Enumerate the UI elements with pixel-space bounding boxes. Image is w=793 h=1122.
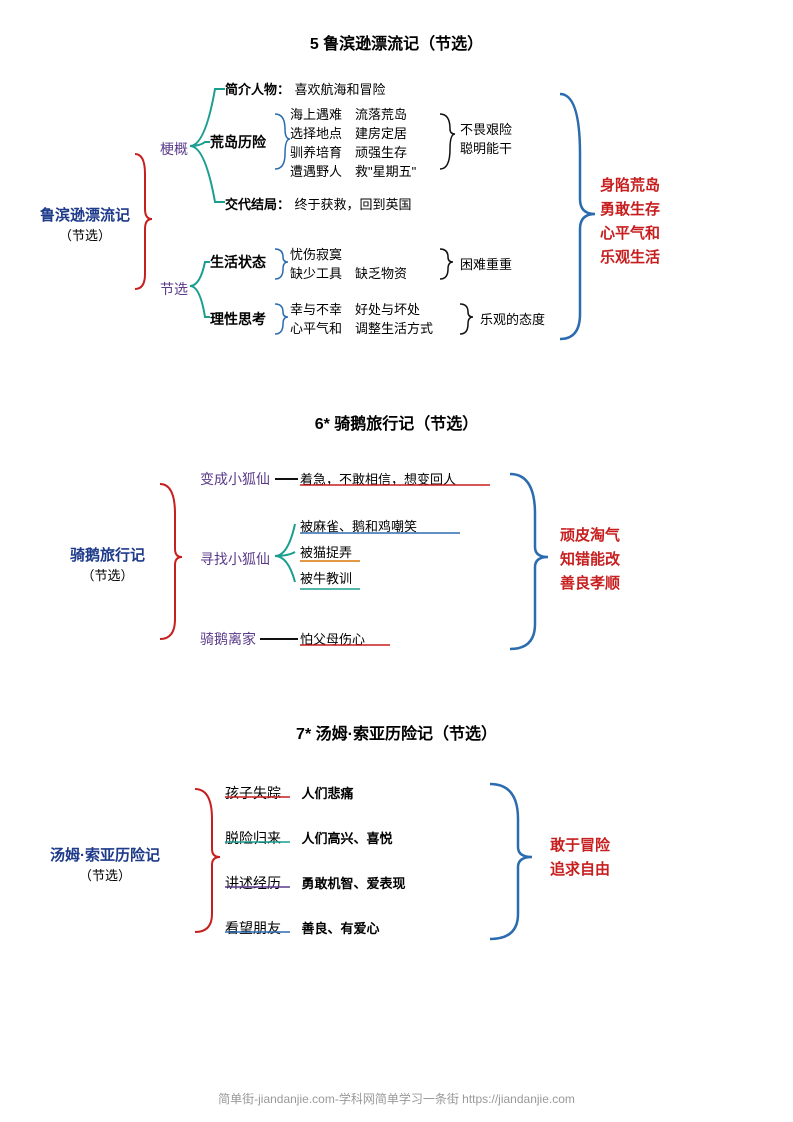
sec2-root: 骑鹅旅行记 （节选）	[70, 544, 145, 584]
sec2-summary: 顽皮淘气 知错能改 善良孝顺	[560, 524, 620, 596]
sec1-life-label: 生活状态	[210, 252, 266, 272]
sec2-b2-label: 寻找小狐仙	[200, 549, 270, 569]
sec1-island-aside: 不畏艰险 聪明能干	[460, 119, 512, 157]
sec1-life-aside: 困难重重	[460, 254, 512, 273]
section1-title: 5 鲁滨逊漂流记（节选）	[40, 30, 753, 54]
sec1-summary: 身陷荒岛 勇敢生存 心平气和 乐观生活	[600, 174, 660, 270]
sec1-ending: 交代结局： 终于获救，回到英国	[225, 194, 411, 214]
sec2-b1-text: 着急，不敢相信，想变回人	[300, 469, 456, 488]
sec1-island-grid: 海上遇难 流落荒岛 选择地点 建房定居 驯养培育 顽强生存 遭遇野人 救"星期五…	[290, 104, 416, 180]
sec2-b3-text: 怕父母伤心	[300, 629, 365, 648]
sec1-l1-excerpt: 节选	[160, 279, 188, 299]
sec2-b2-items: 被麻雀、鹅和鸡嘲笑 被猫捉弄 被牛教训	[300, 514, 417, 592]
sec3-summary: 敢于冒险 追求自由	[550, 834, 610, 882]
section-goose: 6* 骑鹅旅行记（节选） 骑鹅旅行记 （节选） 变成小狐仙 着急，不敢相信，想变…	[40, 410, 753, 690]
sec1-island-label: 荒岛历险	[210, 132, 266, 152]
section3-title: 7* 汤姆·索亚历险记（节选）	[40, 720, 753, 744]
sec3-row0: 孩子失踪 人们悲痛	[225, 779, 353, 803]
sec1-root: 鲁滨逊漂流记 （节选）	[40, 204, 130, 244]
section-robinson: 5 鲁滨逊漂流记（节选） 鲁滨逊漂流记 （节选） 梗概 节选 简介人物： 喜欢航…	[40, 30, 753, 370]
sec3-row3: 看望朋友 善良、有爱心	[225, 914, 379, 938]
sec1-think-label: 理性思考	[210, 309, 266, 329]
sec1-intro: 简介人物： 喜欢航海和冒险	[225, 79, 385, 99]
sec3-row2: 讲述经历 勇敢机智、爱表现	[225, 869, 405, 893]
sec3-root: 汤姆·索亚历险记 （节选）	[50, 844, 160, 884]
sec2-b1-label: 变成小狐仙	[200, 469, 270, 489]
sec2-b3-label: 骑鹅离家	[200, 629, 256, 649]
sec1-l1-gaive: 梗概	[160, 139, 188, 159]
section-tom: 7* 汤姆·索亚历险记（节选） 汤姆·索亚历险记 （节选） 孩子失踪 人们悲痛 …	[40, 720, 753, 980]
sec1-think-aside: 乐观的态度	[480, 309, 545, 328]
sec1-think-grid: 幸与不幸 好处与坏处 心平气和 调整生活方式	[290, 299, 433, 337]
section2-title: 6* 骑鹅旅行记（节选）	[40, 410, 753, 434]
sec1-life-grid: 忧伤寂寞 缺少工具 缺乏物资	[290, 244, 407, 282]
page-footer: 简单街-jiandanjie.com-学科网简单学习一条街 https://ji…	[0, 1090, 793, 1107]
sec3-row1: 脱险归来 人们高兴、喜悦	[225, 824, 392, 848]
